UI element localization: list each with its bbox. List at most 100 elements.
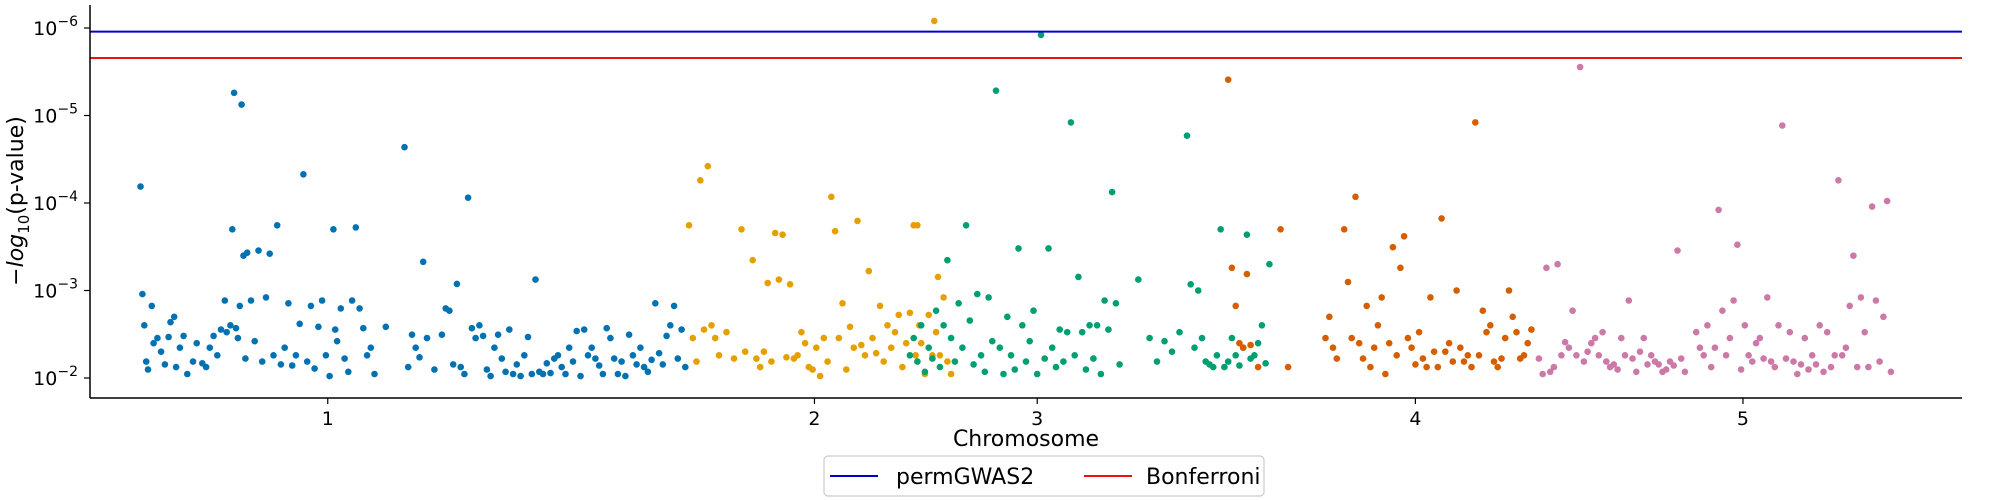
data-point: [1588, 339, 1595, 347]
data-point: [1554, 260, 1561, 268]
data-point: [1239, 344, 1247, 352]
data-point: [423, 334, 431, 342]
data-point: [1808, 352, 1816, 359]
data-point: [479, 332, 487, 340]
data-point: [985, 294, 992, 301]
data-point: [1846, 302, 1853, 310]
x-tick-label: 4: [1409, 408, 1421, 430]
data-point: [912, 352, 919, 359]
data-point: [835, 334, 843, 342]
data-point: [1090, 355, 1097, 362]
data-point: [487, 372, 494, 380]
data-point: [1487, 322, 1494, 329]
data-point: [167, 318, 174, 326]
data-point: [176, 344, 184, 352]
data-point: [910, 334, 917, 342]
data-point: [1853, 363, 1861, 371]
data-point: [468, 324, 476, 332]
data-point: [962, 222, 970, 229]
data-point: [363, 352, 371, 359]
data-point: [1835, 177, 1842, 184]
data-point: [1423, 363, 1430, 371]
data-point: [221, 297, 229, 304]
data-point: [1681, 368, 1689, 376]
data-point: [1067, 119, 1075, 126]
data-point: [251, 337, 258, 345]
data-point: [607, 334, 614, 342]
data-point: [1827, 363, 1835, 371]
data-point: [247, 297, 255, 304]
data-point: [1479, 307, 1487, 315]
y-ticks: 10−6 10−5 10−4 10−3 10−2: [33, 14, 90, 390]
data-point: [348, 297, 356, 304]
data-point: [1767, 358, 1775, 365]
data-point: [521, 352, 528, 359]
data-point: [1756, 334, 1764, 342]
data-point: [300, 171, 307, 178]
data-point: [449, 361, 457, 368]
data-point: [255, 247, 262, 254]
data-point: [532, 276, 539, 283]
data-point: [161, 361, 169, 368]
data-point: [906, 352, 914, 359]
data-point: [1221, 363, 1228, 371]
data-point: [273, 222, 281, 229]
data-point: [940, 322, 947, 329]
data-point: [1333, 355, 1341, 362]
data-point: [1752, 339, 1760, 347]
data-point: [1243, 231, 1251, 238]
data-point: [1501, 334, 1509, 342]
data-point: [1812, 361, 1820, 368]
data-point: [1644, 361, 1651, 368]
data-point: [936, 352, 944, 359]
data-point: [1790, 358, 1797, 365]
data-point: [1561, 338, 1569, 346]
data-point: [277, 361, 285, 368]
data-point: [1782, 355, 1790, 362]
data-point: [1052, 363, 1060, 371]
data-point: [764, 279, 771, 287]
data-point: [1161, 337, 1168, 345]
data-point: [243, 249, 251, 256]
data-point: [843, 366, 850, 373]
data-point: [464, 194, 472, 201]
data-point: [1224, 358, 1232, 365]
data-point: [1633, 368, 1640, 376]
legend-frame: [823, 455, 1265, 497]
data-point: [1168, 348, 1176, 356]
y-axis-title: −log10(p-value): [4, 116, 33, 286]
data-point: [839, 300, 846, 307]
data-point: [1191, 344, 1198, 352]
data-point: [498, 355, 506, 362]
data-point: [217, 326, 225, 333]
data-point: [543, 360, 551, 367]
data-point: [981, 368, 989, 376]
data-point: [1726, 334, 1734, 342]
data-point: [1108, 188, 1116, 196]
data-point: [1063, 328, 1071, 336]
data-point: [1374, 322, 1382, 329]
data-point: [1340, 226, 1348, 233]
data-point: [1715, 206, 1722, 214]
data-point: [1636, 348, 1644, 356]
data-point: [476, 322, 483, 329]
data-point: [419, 258, 427, 266]
data-point: [1711, 344, 1719, 352]
data-point: [1438, 215, 1445, 222]
data-point: [1603, 358, 1610, 365]
data-point: [828, 193, 835, 201]
data-point: [1539, 370, 1546, 378]
data-point: [678, 326, 685, 333]
data-point: [906, 309, 914, 317]
chromosome-1-points: [137, 89, 689, 380]
data-point: [230, 89, 238, 97]
data-point: [1105, 326, 1112, 333]
data-point: [1408, 344, 1415, 352]
data-point: [674, 355, 682, 362]
data-point: [356, 305, 363, 312]
data-point: [584, 352, 592, 359]
data-point: [352, 224, 360, 231]
data-point: [970, 361, 977, 368]
y-tick-label: 10−2: [33, 364, 78, 390]
data-point: [165, 333, 172, 341]
